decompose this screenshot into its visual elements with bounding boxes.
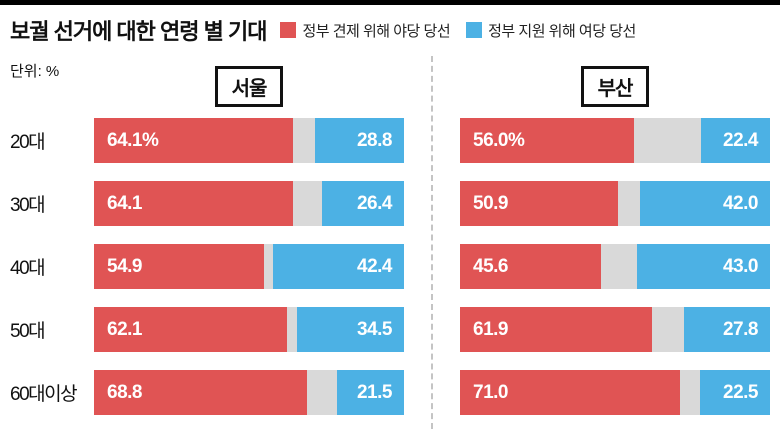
value-label-opposition: 64.1% xyxy=(107,129,159,151)
segment-opposition: 71.0 xyxy=(460,370,681,415)
bar-서울-50대: 62.1 34.5 xyxy=(94,307,404,352)
segment-remainder xyxy=(264,244,273,289)
category-labels-column: 단위: % 20대 30대 40대 50대 60대이상 xyxy=(10,56,94,429)
bar-부산-20대: 56.0% 22.4 xyxy=(460,118,770,163)
segment-remainder xyxy=(292,181,323,226)
legend-item-1: 정부 지원 위해 여당 당선 xyxy=(466,20,636,41)
value-label-ruling: 22.4 xyxy=(723,129,758,151)
panel-seoul-header: 서울 xyxy=(94,56,404,118)
legend-swatch xyxy=(466,22,483,38)
value-label-opposition: 68.8 xyxy=(107,381,142,403)
segment-ruling: 28.8 xyxy=(314,118,404,163)
segment-ruling: 27.8 xyxy=(683,307,770,352)
value-label-ruling: 21.5 xyxy=(356,381,392,403)
value-label-ruling: 28.8 xyxy=(356,129,392,151)
value-label-ruling: 27.8 xyxy=(722,318,758,340)
category-label: 20대 xyxy=(10,132,46,153)
segment-opposition: 64.1% xyxy=(94,118,293,163)
segment-opposition: 56.0% xyxy=(460,118,634,163)
value-label-opposition: 71.0 xyxy=(473,381,508,403)
segment-opposition: 50.9 xyxy=(460,181,618,226)
panel-title-busan: 부산 xyxy=(580,66,650,107)
value-label-ruling: 42.4 xyxy=(357,255,392,277)
panel-divider xyxy=(404,56,460,429)
segment-ruling: 22.5 xyxy=(700,370,770,415)
value-label-opposition: 45.6 xyxy=(473,255,508,277)
value-label-opposition: 62.1 xyxy=(107,318,142,340)
value-label-opposition: 56.0% xyxy=(473,129,525,151)
panel-busan-header: 부산 xyxy=(460,56,770,118)
segment-ruling: 42.4 xyxy=(272,244,404,289)
segment-remainder xyxy=(633,118,701,163)
dashed-divider-line xyxy=(431,56,433,429)
legend-label: 정부 지원 위해 여당 당선 xyxy=(488,22,636,40)
category-label: 60대이상 xyxy=(10,384,78,405)
panel-busan: 부산 56.0% 22.4 50.9 42.0 45.6 43.0 61.9 27.8 71.0… xyxy=(460,56,770,429)
segment-opposition: 54.9 xyxy=(94,244,265,289)
segment-remainder xyxy=(601,244,637,289)
value-label-opposition: 54.9 xyxy=(107,255,142,277)
value-label-ruling: 43.0 xyxy=(723,255,758,277)
value-label-opposition: 50.9 xyxy=(473,192,508,214)
category-label: 40대 xyxy=(10,258,46,279)
segment-opposition: 64.1 xyxy=(94,181,293,226)
segment-remainder xyxy=(307,370,338,415)
segment-opposition: 61.9 xyxy=(460,307,652,352)
segment-opposition: 45.6 xyxy=(460,244,602,289)
segment-ruling: 21.5 xyxy=(337,370,404,415)
chart-title: 보궐 선거에 대한 연령 별 기대 xyxy=(10,19,267,44)
bar-서울-40대: 54.9 42.4 xyxy=(94,244,404,289)
value-label-ruling: 26.4 xyxy=(356,192,392,214)
bar-부산-30대: 50.9 42.0 xyxy=(460,181,770,226)
bar-부산-50대: 61.9 27.8 xyxy=(460,307,770,352)
segment-remainder xyxy=(286,307,298,352)
legend: 정부 견제 위해 야당 당선 정부 지원 위해 여당 당선 xyxy=(280,20,636,41)
value-label-ruling: 22.5 xyxy=(723,381,758,403)
legend-item-0: 정부 견제 위해 야당 당선 xyxy=(280,20,451,41)
segment-remainder xyxy=(292,118,315,163)
segment-ruling: 22.4 xyxy=(700,118,770,163)
bar-서울-60대이상: 68.8 21.5 xyxy=(94,370,404,415)
bar-부산-60대이상: 71.0 22.5 xyxy=(460,370,770,415)
segment-ruling: 34.5 xyxy=(297,307,404,352)
legend-label: 정부 견제 위해 야당 당선 xyxy=(302,22,451,40)
segment-remainder xyxy=(680,370,701,415)
bar-서울-30대: 64.1 26.4 xyxy=(94,181,404,226)
segment-ruling: 26.4 xyxy=(322,181,404,226)
panel-seoul: 서울 64.1% 28.8 64.1 26.4 54.9 42.4 62.1 34.5 68.8… xyxy=(94,56,404,429)
value-label-ruling: 34.5 xyxy=(356,318,392,340)
segment-remainder xyxy=(617,181,640,226)
segment-remainder xyxy=(651,307,684,352)
value-label-opposition: 61.9 xyxy=(473,318,508,340)
unit-label: 단위: % xyxy=(10,63,60,80)
bar-부산-40대: 45.6 43.0 xyxy=(460,244,770,289)
value-label-opposition: 64.1 xyxy=(107,192,142,214)
segment-ruling: 43.0 xyxy=(636,244,770,289)
bar-서울-20대: 64.1% 28.8 xyxy=(94,118,404,163)
category-label: 30대 xyxy=(10,195,46,216)
segment-opposition: 68.8 xyxy=(94,370,308,415)
chart-area: 단위: % 20대 30대 40대 50대 60대이상 서울 64.1% 28.8 64.1… xyxy=(0,46,780,429)
legend-swatch xyxy=(280,22,297,38)
header: 보궐 선거에 대한 연령 별 기대 정부 견제 위해 야당 당선 정부 지원 위해… xyxy=(0,5,780,46)
panel-title-seoul: 서울 xyxy=(214,66,284,107)
value-label-ruling: 42.0 xyxy=(722,192,758,214)
segment-opposition: 62.1 xyxy=(94,307,287,352)
category-label: 50대 xyxy=(10,321,46,342)
segment-ruling: 42.0 xyxy=(639,181,770,226)
